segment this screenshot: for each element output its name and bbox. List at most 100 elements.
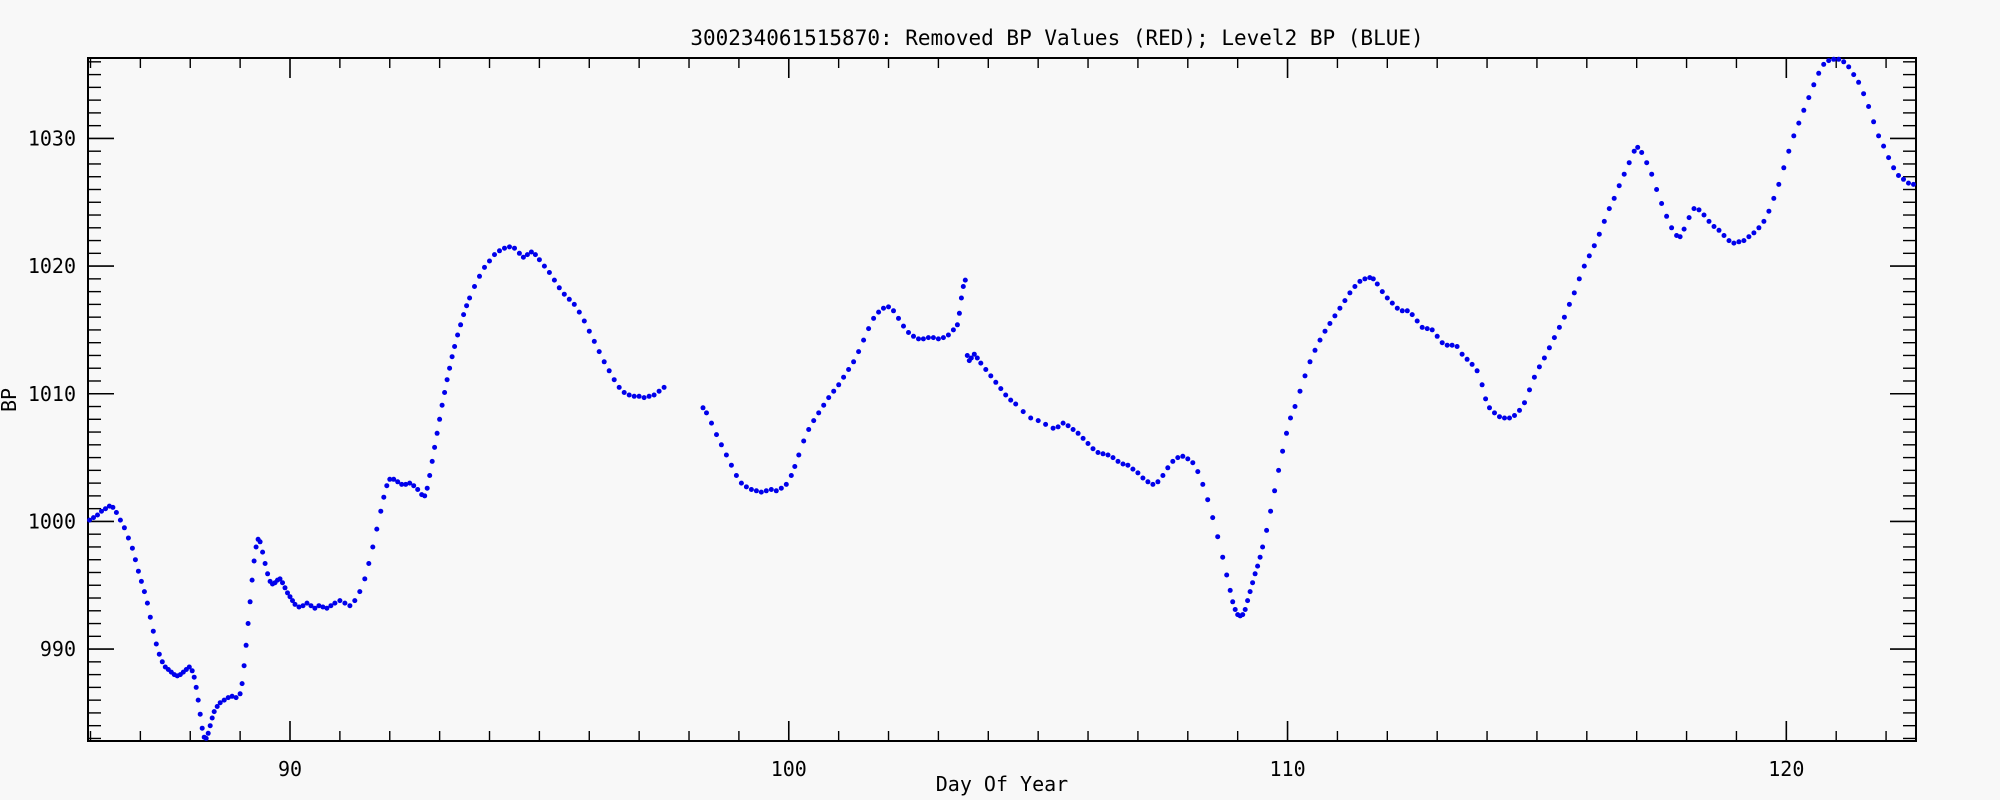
data-point — [768, 487, 774, 492]
data-point — [925, 335, 931, 341]
data-point — [1419, 324, 1425, 330]
data-point — [1596, 231, 1602, 237]
data-point — [403, 481, 409, 487]
data-point — [1479, 382, 1485, 388]
data-point — [1906, 180, 1911, 186]
data-point — [1726, 238, 1732, 244]
data-point — [1487, 405, 1492, 411]
data-point — [700, 405, 706, 411]
data-point — [415, 487, 421, 492]
y-axis-tick-label: 1010 — [28, 382, 76, 406]
data-point — [728, 462, 734, 468]
data-point — [626, 392, 632, 398]
data-point — [308, 603, 314, 609]
data-point — [209, 715, 215, 721]
data-point — [352, 598, 358, 604]
data-point — [1721, 233, 1727, 238]
data-point — [482, 264, 487, 270]
data-point — [277, 576, 283, 582]
data-point — [1200, 481, 1206, 487]
data-point — [1288, 415, 1293, 421]
data-point — [960, 284, 966, 289]
data-point — [861, 337, 867, 343]
data-point — [826, 395, 832, 401]
data-point — [432, 444, 438, 450]
data-point — [502, 245, 507, 251]
data-point — [709, 420, 714, 426]
data-point — [1120, 461, 1126, 467]
data-point — [384, 483, 390, 489]
data-point — [1227, 587, 1233, 593]
data-point — [1232, 607, 1238, 612]
data-point — [205, 730, 211, 736]
data-point — [1404, 308, 1410, 314]
data-point — [467, 295, 473, 301]
data-point — [945, 332, 951, 338]
data-point — [370, 544, 376, 550]
data-point — [528, 249, 534, 255]
chart-title: 300234061515870: Removed BP Values (RED)… — [690, 26, 1423, 50]
data-point — [332, 600, 338, 606]
data-point — [1370, 276, 1376, 282]
data-point — [1644, 160, 1650, 166]
data-point — [1696, 207, 1702, 213]
data-point — [821, 402, 827, 408]
data-point — [257, 539, 263, 545]
data-point — [186, 664, 192, 670]
data-point — [442, 390, 448, 395]
y-axis-title: BP — [0, 388, 21, 412]
data-point — [1100, 451, 1106, 457]
data-point — [962, 277, 968, 283]
data-point — [1280, 448, 1286, 454]
data-point — [214, 704, 220, 709]
data-point — [189, 668, 195, 674]
data-point — [546, 270, 552, 275]
data-point — [1170, 458, 1176, 464]
data-point — [596, 349, 602, 355]
data-point — [1649, 171, 1655, 177]
data-point — [1215, 534, 1221, 540]
data-point — [1846, 64, 1852, 70]
data-point — [1611, 195, 1617, 201]
data-point — [1566, 301, 1572, 307]
data-point — [1013, 401, 1019, 407]
data-point — [1576, 276, 1582, 282]
data-point — [287, 594, 293, 600]
data-point — [1601, 218, 1607, 224]
data-point — [541, 263, 547, 269]
data-point — [1886, 155, 1892, 161]
data-point — [1701, 212, 1707, 218]
data-point — [117, 517, 123, 523]
data-point — [1901, 176, 1906, 182]
data-point — [1751, 230, 1757, 236]
data-point — [906, 330, 911, 335]
data-point — [113, 510, 119, 515]
data-point — [1691, 206, 1697, 212]
data-point — [571, 301, 577, 307]
data-point — [1497, 414, 1502, 420]
data-point — [422, 493, 428, 499]
data-point — [1155, 479, 1161, 485]
data-point — [788, 473, 794, 478]
data-point — [851, 359, 857, 365]
data-point — [129, 545, 135, 551]
data-point — [1626, 160, 1632, 166]
data-point — [296, 604, 302, 610]
data-point — [801, 438, 807, 444]
data-point — [1686, 215, 1692, 221]
data-point — [1796, 120, 1802, 126]
data-point — [1195, 469, 1201, 475]
data-point — [399, 481, 405, 487]
data-point — [407, 480, 413, 486]
data-point — [1414, 318, 1420, 324]
data-point — [1252, 571, 1258, 577]
data-point — [1357, 278, 1363, 284]
data-point — [207, 723, 213, 729]
data-point — [1631, 148, 1637, 154]
data-point — [197, 711, 203, 717]
data-point — [1322, 328, 1328, 334]
data-point — [110, 504, 116, 510]
data-point — [956, 310, 962, 316]
data-point — [472, 284, 477, 289]
data-point — [1389, 300, 1395, 306]
